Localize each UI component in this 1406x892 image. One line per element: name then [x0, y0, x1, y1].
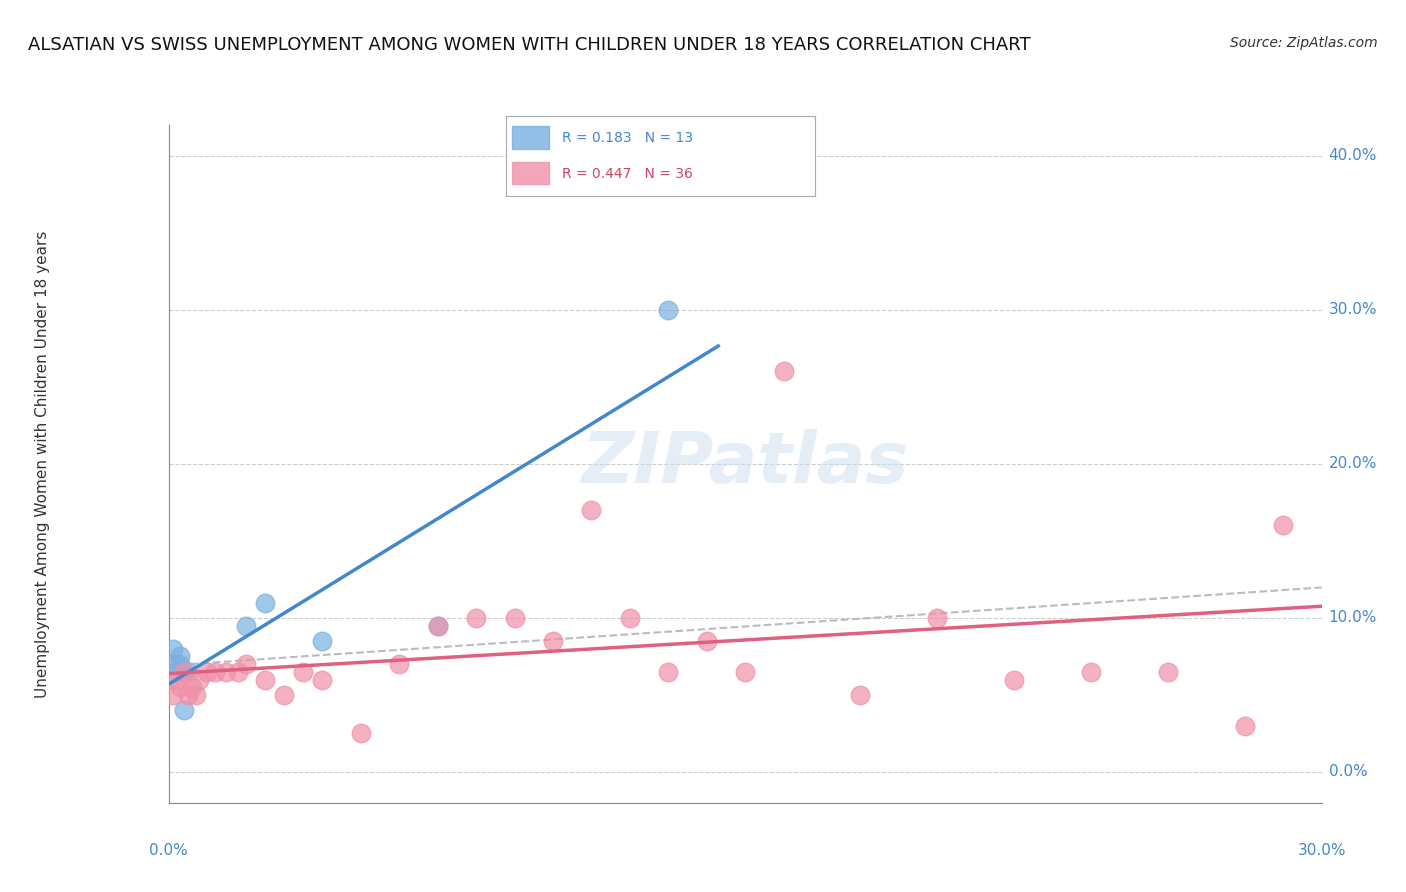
Point — [215, 665, 238, 679]
Point — [184, 688, 207, 702]
Point — [253, 673, 276, 687]
Point — [165, 657, 187, 672]
Point — [169, 649, 191, 664]
Point — [162, 688, 184, 702]
Text: 0.0%: 0.0% — [1329, 764, 1368, 780]
Point — [162, 641, 184, 656]
Text: 30.0%: 30.0% — [1298, 843, 1346, 858]
Text: ALSATIAN VS SWISS UNEMPLOYMENT AMONG WOMEN WITH CHILDREN UNDER 18 YEARS CORRELAT: ALSATIAN VS SWISS UNEMPLOYMENT AMONG WOM… — [28, 36, 1031, 54]
Point — [173, 703, 195, 717]
Point — [426, 618, 449, 632]
Point — [311, 634, 333, 648]
Point — [619, 611, 641, 625]
Point — [195, 665, 218, 679]
Point — [1002, 673, 1025, 687]
Point — [1272, 518, 1295, 533]
Point — [503, 611, 526, 625]
Point — [350, 726, 373, 740]
Point — [927, 611, 949, 625]
Point — [165, 673, 187, 687]
Point — [426, 618, 449, 632]
Point — [696, 634, 718, 648]
Point — [1157, 665, 1180, 679]
Text: ZIPatlas: ZIPatlas — [582, 429, 908, 499]
Point — [226, 665, 249, 679]
Point — [204, 665, 226, 679]
Point — [273, 688, 295, 702]
FancyBboxPatch shape — [512, 127, 550, 149]
Point — [235, 618, 257, 632]
Text: 20.0%: 20.0% — [1329, 457, 1376, 471]
Text: R = 0.447   N = 36: R = 0.447 N = 36 — [562, 167, 693, 181]
Point — [292, 665, 315, 679]
Point — [169, 680, 191, 694]
Point — [311, 673, 333, 687]
Point — [235, 657, 257, 672]
Point — [188, 673, 211, 687]
Point — [772, 364, 794, 378]
Point — [165, 665, 187, 679]
Point — [657, 302, 679, 317]
FancyBboxPatch shape — [512, 161, 550, 185]
Point — [734, 665, 756, 679]
Point — [541, 634, 564, 648]
Point — [849, 688, 872, 702]
Point — [173, 665, 195, 679]
Point — [1233, 719, 1256, 733]
Text: 30.0%: 30.0% — [1329, 302, 1376, 318]
Point — [581, 503, 603, 517]
Point — [173, 665, 195, 679]
Text: R = 0.183   N = 13: R = 0.183 N = 13 — [562, 131, 693, 145]
Point — [180, 680, 202, 694]
Point — [177, 688, 200, 702]
Text: Source: ZipAtlas.com: Source: ZipAtlas.com — [1230, 36, 1378, 50]
Point — [253, 595, 276, 609]
Point — [388, 657, 411, 672]
Point — [465, 611, 488, 625]
Point — [177, 665, 200, 679]
Text: Unemployment Among Women with Children Under 18 years: Unemployment Among Women with Children U… — [35, 230, 49, 698]
Text: 10.0%: 10.0% — [1329, 610, 1376, 625]
Text: 40.0%: 40.0% — [1329, 148, 1376, 163]
Point — [657, 665, 679, 679]
Point — [1080, 665, 1102, 679]
Text: 0.0%: 0.0% — [149, 843, 188, 858]
Point — [169, 657, 191, 672]
